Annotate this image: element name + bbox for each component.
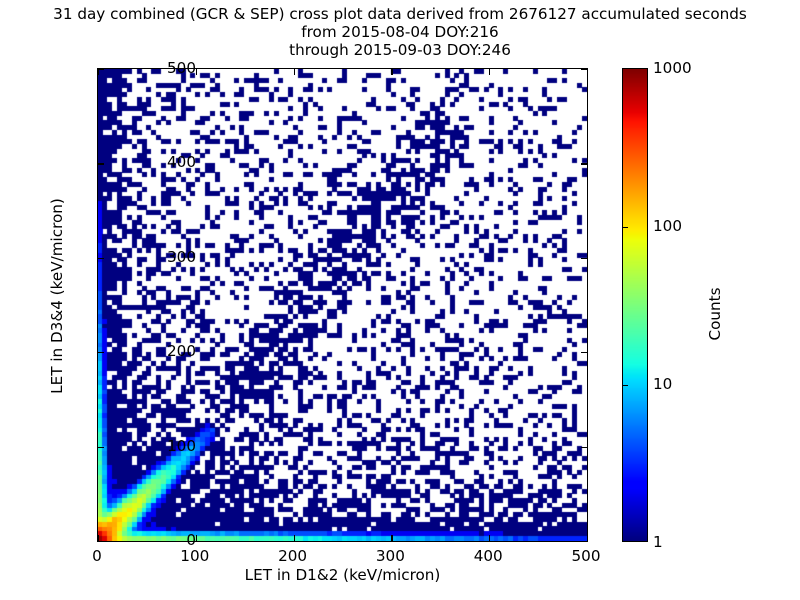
y-tick-300 xyxy=(98,257,104,260)
colorbar-tick-label-1000: 1000 xyxy=(653,59,692,77)
y-tick-0 xyxy=(98,541,104,543)
colorbar-tick-label-10: 10 xyxy=(653,375,673,393)
y-tick-400 xyxy=(98,163,104,165)
x-tick-top-400 xyxy=(489,69,491,75)
title-line-3: through 2015-09-03 DOY:246 xyxy=(289,40,511,59)
y-tick-right-400 xyxy=(581,163,587,165)
x-axis-title: LET in D1&2 (keV/micron) xyxy=(244,566,441,584)
plot-axes xyxy=(97,68,589,543)
y-tick-right-0 xyxy=(581,541,587,543)
colorbar-gradient xyxy=(623,69,647,541)
colorbar-tick-10 xyxy=(623,385,628,387)
y-tick-right-300 xyxy=(581,257,587,260)
title-line-2: from 2015-08-04 DOY:216 xyxy=(301,22,499,41)
y-tick-100 xyxy=(98,446,104,448)
x-tick-top-200 xyxy=(293,69,295,75)
x-tick-top-0 xyxy=(98,69,100,75)
x-tick-label-100: 100 xyxy=(180,547,210,565)
x-tick-200 xyxy=(293,535,295,541)
x-tick-label-0: 0 xyxy=(92,547,102,565)
colorbar-tick-label-1: 1 xyxy=(653,533,663,551)
y-tick-label-400: 400 xyxy=(167,153,196,172)
page-title: 31 day combined (GCR & SEP) cross plot d… xyxy=(0,5,800,60)
colorbar xyxy=(622,68,648,542)
y-tick-right-200 xyxy=(581,352,587,354)
x-tick-top-100 xyxy=(195,69,198,75)
title-line-1: 31 day combined (GCR & SEP) cross plot d… xyxy=(53,5,747,23)
y-tick-right-100 xyxy=(581,446,587,448)
density-scatter-plot xyxy=(98,69,587,541)
x-tick-500 xyxy=(587,535,589,541)
x-tick-top-300 xyxy=(391,69,393,75)
x-tick-0 xyxy=(98,535,100,541)
colorbar-tick-100 xyxy=(623,227,628,229)
y-tick-right-500 xyxy=(581,69,587,71)
y-axis-title: LET in D3&4 (keV/micron) xyxy=(48,198,66,394)
x-tick-label-400: 400 xyxy=(473,547,503,565)
y-tick-label-300: 300 xyxy=(167,247,196,266)
y-tick-label-0: 0 xyxy=(186,531,196,549)
x-tick-400 xyxy=(489,535,491,541)
x-tick-label-200: 200 xyxy=(278,547,308,565)
x-tick-300 xyxy=(391,535,393,541)
x-tick-100 xyxy=(195,535,198,541)
y-tick-label-100: 100 xyxy=(167,436,196,455)
colorbar-title: Counts xyxy=(706,287,724,341)
colorbar-tick-label-100: 100 xyxy=(653,217,682,235)
x-tick-label-300: 300 xyxy=(375,547,405,565)
y-tick-500 xyxy=(98,69,104,71)
y-tick-200 xyxy=(98,352,104,354)
y-tick-label-200: 200 xyxy=(167,342,196,361)
y-tick-label-500: 500 xyxy=(167,59,196,77)
x-tick-label-500: 500 xyxy=(571,547,601,565)
x-tick-top-500 xyxy=(587,69,589,75)
